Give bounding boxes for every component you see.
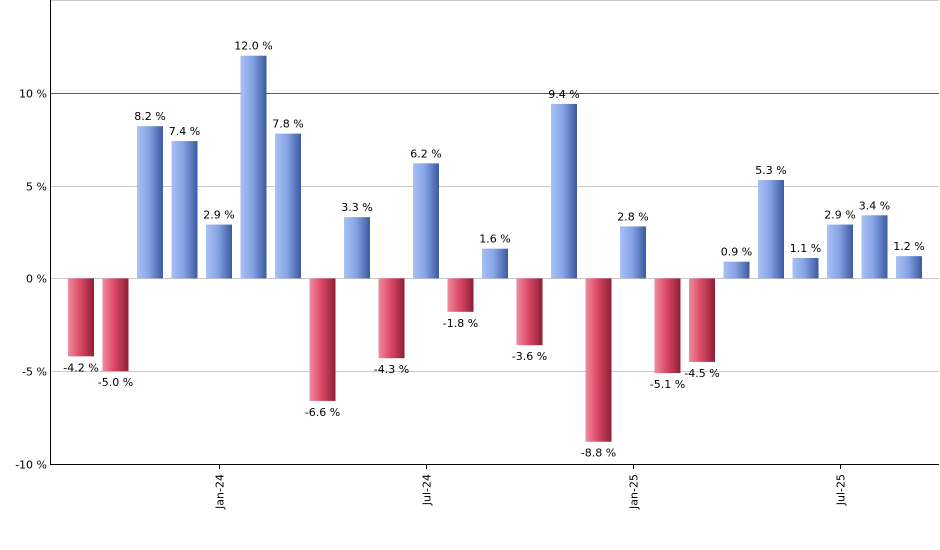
data-label: 3.4 % [859, 199, 890, 212]
bar [585, 278, 612, 442]
axes: -10 % -5 % 0 % 5 % 10 % Jan-24 Jul-24 Jan-25 Jul… [15, 0, 939, 510]
data-label: 1.1 % [790, 242, 821, 255]
bar [378, 278, 405, 359]
data-label: 8.2 % [134, 110, 165, 123]
bar [620, 226, 646, 279]
bar [689, 278, 715, 362]
y-tick-label: 10 % [19, 88, 47, 101]
bar [240, 55, 267, 279]
bar [758, 180, 784, 279]
y-tick-label: -5 % [22, 366, 47, 379]
data-label: -5.1 % [650, 378, 685, 391]
bar [171, 141, 198, 279]
data-label: -5.0 % [98, 376, 133, 389]
data-label: -4.5 % [684, 367, 719, 380]
data-label: 3.3 % [341, 201, 372, 214]
data-label: 0.9 % [721, 246, 752, 259]
bar [344, 217, 370, 279]
bar [654, 278, 681, 374]
x-tick-label: Jul-25 [835, 474, 848, 506]
bar [723, 261, 750, 279]
grid-lines [50, 0, 939, 372]
bar [137, 126, 163, 279]
bar [792, 257, 819, 279]
bar [896, 256, 922, 279]
bars [68, 55, 922, 442]
y-tick-label: 0 % [26, 273, 47, 286]
data-label: -4.3 % [374, 363, 409, 376]
data-label: 2.9 % [824, 209, 855, 222]
data-label: 1.6 % [479, 233, 510, 246]
x-tick-label: Jan-24 [214, 474, 227, 510]
data-label: -8.8 % [581, 447, 616, 460]
y-tick-label: 5 % [26, 181, 47, 194]
data-label: -4.2 % [63, 361, 98, 374]
bar [275, 133, 301, 279]
data-label: 2.8 % [617, 210, 648, 223]
data-label: -3.6 % [512, 350, 547, 363]
data-label: 1.2 % [893, 240, 924, 253]
x-tick-label: Jan-25 [628, 474, 641, 510]
bar [206, 224, 232, 279]
bar [102, 278, 129, 372]
bar [551, 103, 577, 279]
data-labels: -4.2 %-5.0 % 8.2 % 7.4 % 2.9 % 12.0 % 7.8 % -6… [63, 40, 924, 460]
bar [827, 224, 853, 279]
bar [309, 278, 336, 401]
data-label: 7.8 % [272, 118, 303, 131]
bar [861, 215, 888, 279]
data-label: 2.9 % [203, 209, 234, 222]
bar [68, 278, 94, 357]
bar [413, 163, 439, 279]
data-label: -6.6 % [305, 406, 340, 419]
bar [482, 248, 508, 279]
data-label: -1.8 % [443, 317, 478, 330]
bar [516, 278, 543, 346]
data-label: 5.3 % [755, 164, 786, 177]
data-label: 12.0 % [234, 40, 272, 53]
data-label: 7.4 % [169, 125, 200, 138]
x-tick-label: Jul-24 [421, 474, 434, 506]
bar [447, 278, 474, 312]
data-label: 9.4 % [548, 88, 579, 101]
y-tick-label: -10 % [15, 459, 47, 472]
data-label: 6.2 % [410, 147, 441, 160]
